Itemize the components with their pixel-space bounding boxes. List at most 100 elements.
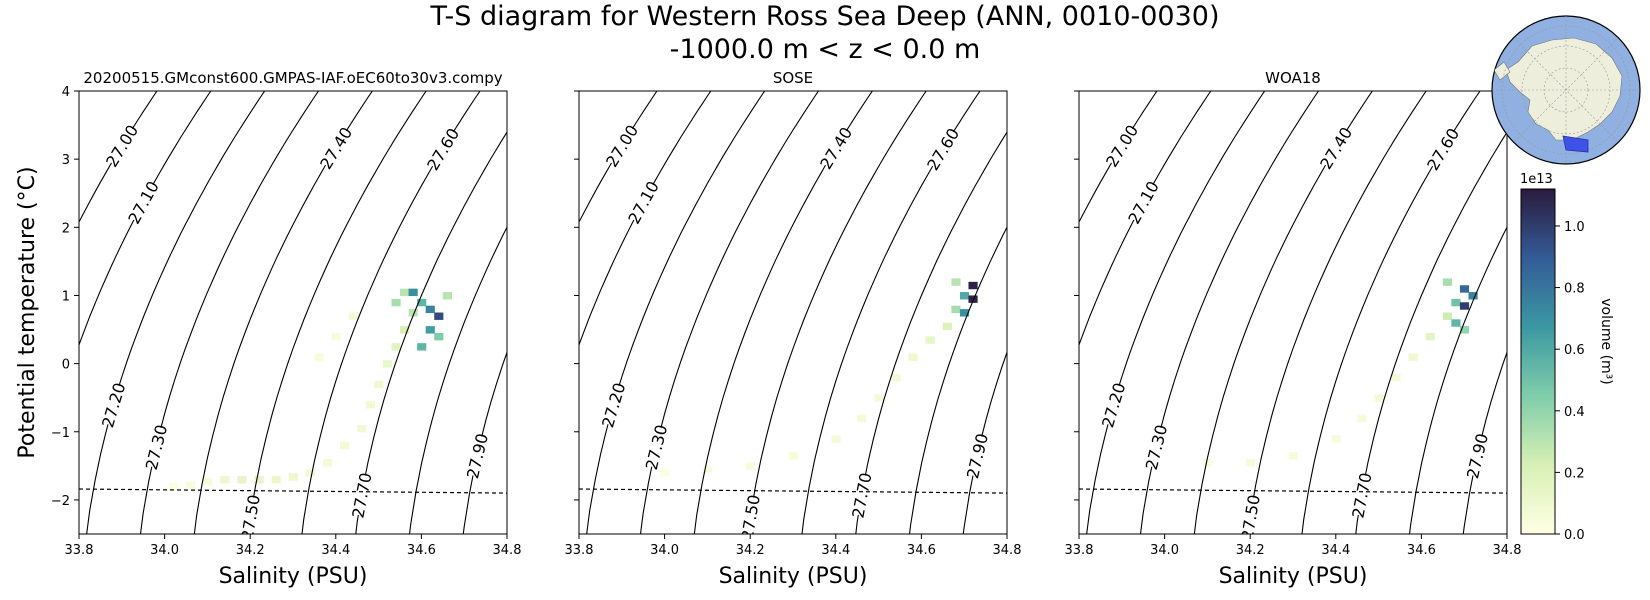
isopycnal-line: [1408, 226, 1507, 534]
isopycnal-label: 27.20: [598, 381, 629, 430]
isopycnal-label-bg: [598, 383, 628, 427]
isopycnal-label-bg: [1098, 383, 1128, 427]
x-tick-label: 34.2: [236, 543, 265, 558]
isopycnal-label: 27.40: [816, 124, 856, 173]
isopycnal-label-bg: [642, 425, 670, 469]
isopycnal-label-bg: [1238, 496, 1263, 534]
isopycnal-label: 27.00: [602, 121, 642, 170]
heatmap-cell: [951, 305, 961, 314]
y-tick-label: 1: [62, 289, 70, 304]
heatmap-cell: [254, 476, 264, 484]
heatmap-cell: [703, 465, 713, 474]
colorbar-tick-label: 0.8: [1564, 282, 1585, 297]
panels: 27.0027.1027.2027.3027.4027.5027.6027.70…: [15, 69, 1522, 589]
isopycnal-label: 27.80: [373, 559, 419, 578]
isopycnal-label-bg: [424, 127, 461, 171]
heatmap-cell: [425, 305, 435, 314]
x-axis-label: Salinity (PSU): [219, 564, 368, 589]
heatmap-cell: [340, 441, 350, 450]
isopycnal-label: 27.90: [1463, 432, 1492, 481]
heatmap-cell: [745, 462, 756, 470]
isopycnal-label: 27.00: [102, 121, 142, 170]
isopycnal-label: 27.00: [1102, 121, 1142, 170]
x-tick-label: 34.4: [821, 543, 850, 558]
isopycnal-label: 27.60: [1423, 125, 1463, 174]
title-line-1: T-S diagram for Western Ross Sea Deep (A…: [430, 1, 1220, 32]
x-axis-label: Salinity (PSU): [1219, 564, 1368, 589]
heatmap-cell: [391, 343, 401, 351]
heatmap-cell: [1468, 292, 1478, 300]
heatmap-cell: [382, 360, 393, 368]
heatmap-cells: [660, 278, 978, 477]
heatmap-cell: [968, 295, 978, 303]
isopycnal-label: 27.80: [873, 559, 919, 578]
heatmap-cell: [408, 288, 418, 297]
isopycnal-line: [693, 91, 874, 534]
x-tick-label: 34.8: [493, 543, 522, 558]
heatmap-cell: [400, 326, 410, 334]
heatmap-cell: [1459, 302, 1470, 310]
heatmap-cell: [831, 435, 841, 443]
isopycnal-label: 27.90: [963, 432, 992, 481]
heatmap-cell: [1374, 394, 1384, 402]
isopycnal-line: [1247, 91, 1427, 534]
isopycnal-label-bg: [978, 559, 1018, 577]
panel-3: 27.0027.1027.2027.3027.4027.5027.6027.70…: [1065, 69, 1522, 589]
isopycnal-label: 28.00: [976, 559, 1022, 578]
heatmap-cell: [322, 459, 333, 467]
heatmap-cell: [1331, 435, 1341, 443]
isopycnal-label-bg: [1103, 123, 1140, 168]
y-tick-label: 4: [62, 85, 70, 100]
freezing-line: [78, 488, 508, 494]
heatmap-cell: [925, 336, 935, 344]
panel-title: 20200515.GMconst600.GMPAS-IAF.oEC60to30v…: [83, 69, 502, 87]
heatmap-cell: [1391, 373, 1401, 382]
figure-title: T-S diagram for Western Ross Sea Deep (A…: [0, 0, 1650, 66]
heatmap-cell: [959, 309, 970, 317]
isopycnal-label-bg: [103, 123, 140, 168]
heatmap-cell: [1459, 285, 1470, 293]
y-tick-label: −1: [51, 426, 70, 441]
isopycnal-label: 27.60: [423, 125, 463, 174]
isopycnal-label-bg: [142, 425, 170, 469]
isopycnal-line: [579, 91, 658, 223]
isopycnal-line: [1086, 91, 1266, 534]
isopycnal-line: [639, 91, 820, 534]
axes-frame: [78, 90, 508, 535]
x-tick-label: 34.8: [993, 543, 1022, 558]
colorbar-tick-label: 0.6: [1564, 343, 1585, 358]
isopycnal-line: [79, 91, 158, 223]
isopycnal-line: [747, 91, 927, 534]
isopycnal-label: 27.20: [1098, 381, 1129, 430]
colorbar-tick-label: 0.4: [1564, 405, 1585, 420]
isopycnal-label-bg: [924, 127, 961, 171]
isopycnal-label-bg: [1317, 126, 1354, 170]
isopycnal-label-bg: [478, 559, 518, 577]
heatmap-cell: [1442, 278, 1452, 286]
isopycnal-label: 27.90: [463, 432, 492, 481]
isopycnal-label-bg: [98, 383, 128, 427]
isopycnal-label-bg: [238, 496, 263, 534]
isopycnal-line: [193, 91, 374, 534]
colorbar-gradient: [1520, 188, 1556, 535]
heatmap-cell: [660, 469, 670, 477]
isopycnal-line: [247, 91, 427, 534]
heatmap-cell: [1425, 332, 1435, 341]
isopycnal-label-bg: [1348, 473, 1375, 517]
heatmap-cell: [951, 278, 961, 286]
y-axis-label: Potential temperature (°C): [15, 166, 40, 458]
heatmap-cell: [968, 281, 978, 290]
panel-1: 27.0027.1027.2027.3027.4027.5027.6027.70…: [51, 69, 522, 589]
heatmap-cell: [434, 312, 444, 320]
heatmap-cell: [959, 292, 970, 300]
x-tick-label: 34.6: [407, 543, 436, 558]
heatmap-cell: [874, 394, 884, 402]
isopycnal-label-bg: [625, 180, 661, 225]
panel-title: WOA18: [1265, 69, 1321, 87]
isopycnal-line: [86, 91, 266, 534]
isopycnal-line: [1193, 91, 1374, 534]
isopycnal-label: 27.30: [142, 423, 171, 472]
isopycnal-label: 27.40: [1316, 124, 1356, 173]
isopycnal-label: 28.00: [1476, 559, 1522, 578]
colorbar-exponent: 1e13: [1520, 172, 1553, 187]
